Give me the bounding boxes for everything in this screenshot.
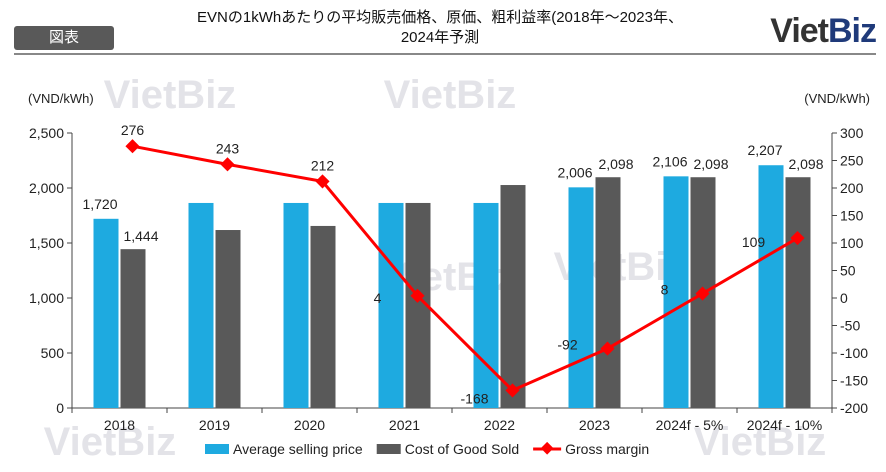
bar-average-selling-price [378, 202, 404, 408]
y-tick-label: 500 [41, 345, 65, 361]
x-tick-label: 2024f - 5% [656, 417, 724, 433]
bar-data-label: 2,098 [693, 156, 728, 172]
line-data-label: -168 [460, 390, 488, 406]
y-tick-label: 1,500 [29, 235, 64, 251]
line-data-label: 243 [216, 140, 240, 156]
watermark: VietBiz [44, 420, 177, 464]
legend-swatch [376, 444, 401, 454]
line-data-label: 212 [311, 157, 335, 173]
bar-cost-of-good-sold [500, 185, 526, 408]
bar-average-selling-price [93, 218, 119, 408]
x-tick-label: 2021 [389, 417, 420, 433]
y2-tick-label: -100 [840, 345, 868, 361]
y-tick-label: 2,000 [29, 180, 64, 196]
line-data-label: 276 [121, 122, 145, 138]
gross-margin-marker [125, 139, 140, 154]
x-tick-label: 2024f - 10% [747, 417, 823, 433]
figure-badge: 図表 [14, 26, 114, 50]
bar-average-selling-price [663, 176, 689, 408]
bar-data-label: 1,720 [82, 196, 117, 212]
y2-tick-label: -200 [840, 400, 868, 416]
y2-tick-label: 200 [840, 180, 864, 196]
bar-cost-of-good-sold [310, 225, 336, 408]
gross-margin-marker [315, 174, 330, 189]
logo-viet: Viet [770, 12, 829, 50]
bar-cost-of-good-sold [215, 230, 241, 408]
logo-biz: Biz [828, 12, 877, 50]
gross-margin-marker [600, 341, 615, 356]
title-line-2: 2024年予測 [400, 29, 480, 46]
gross-margin-marker [410, 288, 425, 303]
gross-margin-marker [220, 157, 235, 172]
gross-margin-marker [695, 286, 710, 301]
y2-tick-label: -50 [840, 318, 860, 334]
bar-cost-of-good-sold [120, 249, 146, 408]
title-line-1: EVNの1kWhあたりの平均販売価格、原価、粗利益率(2018年～2023年、 [197, 9, 683, 26]
y2-tick-label: 50 [840, 263, 856, 279]
y2-tick-label: 100 [840, 235, 864, 251]
watermark: VietBiz [694, 420, 827, 464]
bar-cost-of-good-sold [785, 177, 811, 408]
gross-margin-marker [790, 230, 805, 246]
line-data-label: 109 [742, 234, 766, 250]
x-tick-label: 2020 [294, 417, 325, 433]
bar-data-label: 2,006 [557, 164, 592, 180]
x-tick-label: 2022 [484, 417, 515, 433]
y2-tick-label: 250 [840, 153, 864, 169]
line-data-label: 8 [661, 282, 669, 298]
y-tick-label: 2,500 [29, 125, 64, 141]
bar-data-label: 1,444 [123, 228, 158, 244]
legend-label: Cost of Good Sold [405, 441, 519, 457]
chart-title: EVNの1kWhあたりの平均販売価格、原価、粗利益率(2018年～2023年、 2… [140, 8, 740, 48]
y2-tick-label: 150 [840, 208, 864, 224]
header-divider [14, 53, 876, 55]
y2-tick-label: -150 [840, 373, 868, 389]
line-data-label: 4 [374, 290, 382, 306]
y2-tick-label: 300 [840, 125, 864, 141]
bar-data-label: 2,106 [652, 153, 687, 169]
x-tick-label: 2018 [104, 417, 135, 433]
bar-data-label: 2,098 [788, 156, 823, 172]
y-axis-label: (VND/kWh) [28, 91, 94, 106]
x-tick-label: 2019 [199, 417, 230, 433]
y2-tick-label: 0 [840, 290, 848, 306]
bar-average-selling-price [758, 165, 784, 408]
gross-margin-marker [505, 383, 520, 398]
gross-margin-line [132, 144, 799, 393]
legend-marker [540, 441, 554, 455]
y-tick-label: 1,000 [29, 290, 64, 306]
bar-average-selling-price [473, 202, 499, 408]
bar-average-selling-price [568, 187, 594, 408]
bar-cost-of-good-sold [595, 177, 621, 408]
bar-average-selling-price [188, 202, 214, 408]
x-tick-label: 2023 [579, 417, 610, 433]
y-tick-label: 0 [56, 400, 64, 416]
legend-label: Average selling price [233, 441, 363, 457]
watermark: VietBiz [104, 73, 237, 117]
legend-swatch [205, 444, 229, 454]
bar-average-selling-price [283, 202, 309, 408]
line-data-label: -92 [557, 337, 577, 353]
legend-label: Gross margin [565, 441, 649, 457]
watermark: VietBiz [384, 73, 517, 117]
y2-axis-label: (VND/kWh) [804, 91, 870, 106]
bar-data-label: 2,207 [747, 142, 782, 158]
bar-data-label: 2,098 [598, 156, 633, 172]
vietbiz-logo: VietBiz [770, 12, 877, 51]
